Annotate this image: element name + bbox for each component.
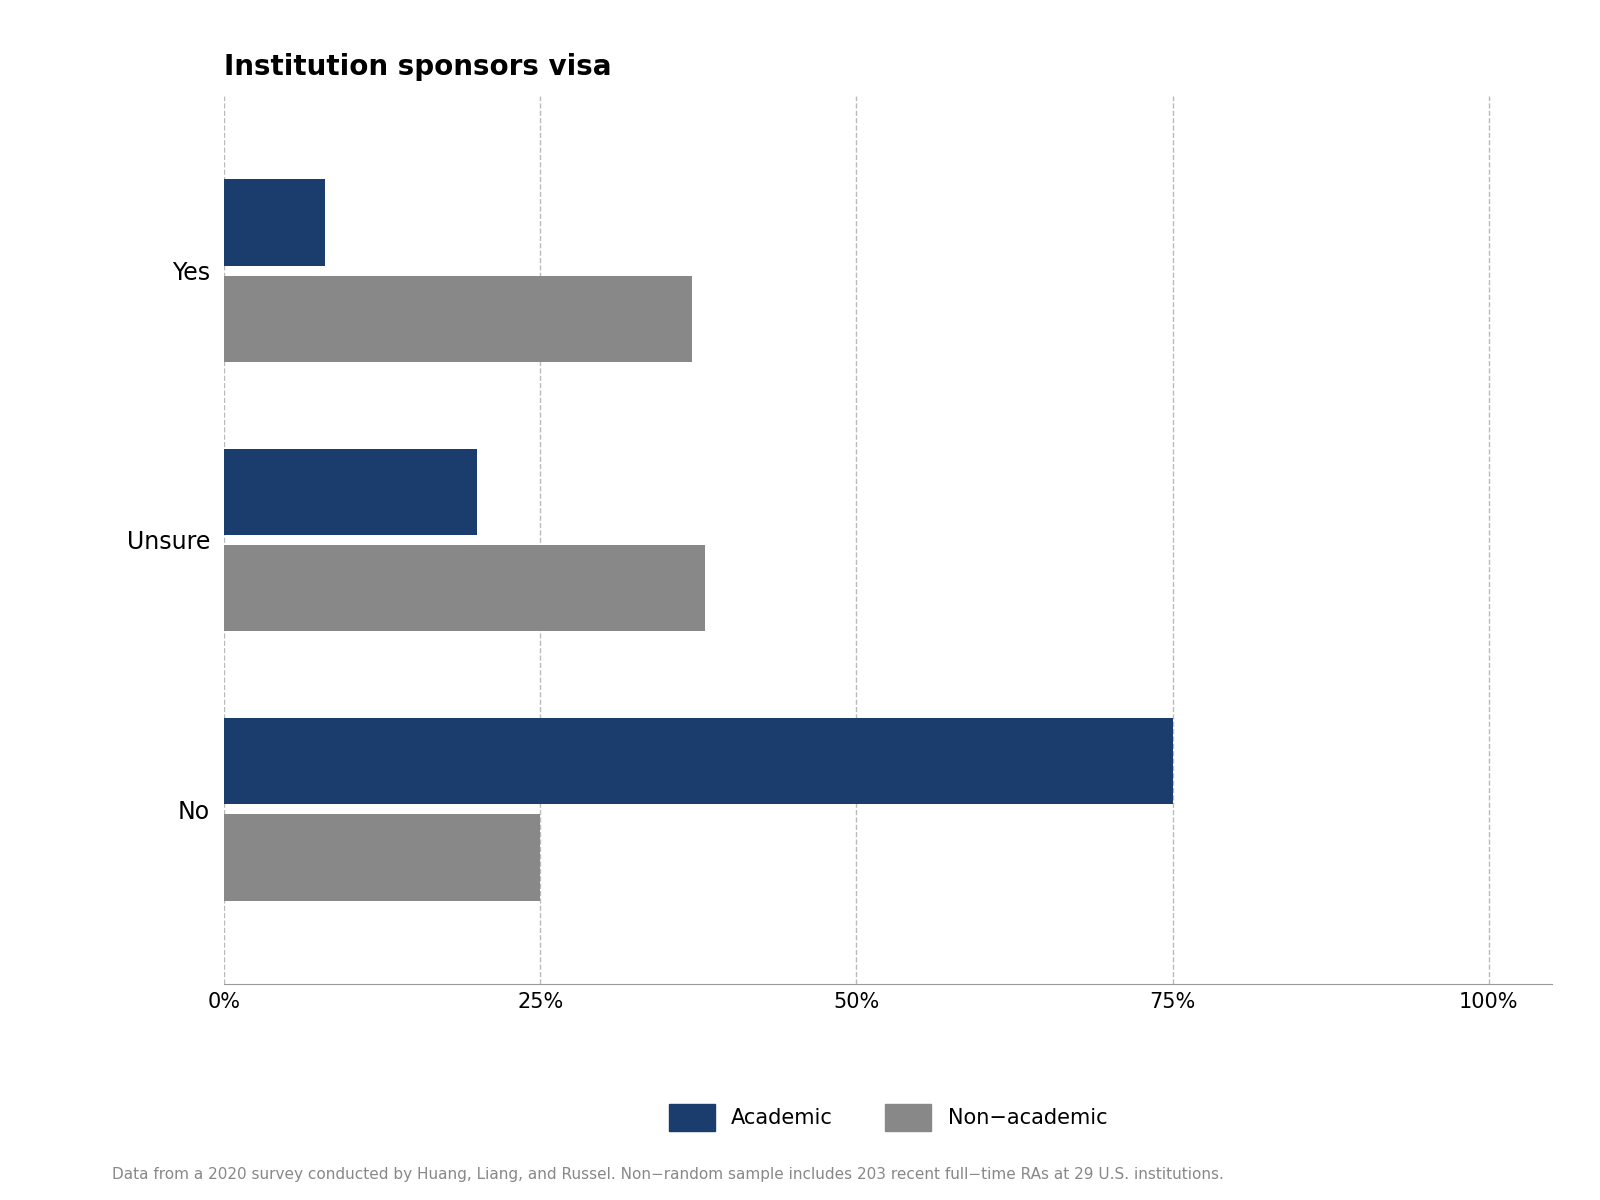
Bar xyxy=(224,545,704,631)
Legend: Academic, Non−academic: Academic, Non−academic xyxy=(648,1084,1128,1152)
Text: Data from a 2020 survey conducted by Huang, Liang, and Russel. Non−random sample: Data from a 2020 survey conducted by Hua… xyxy=(112,1166,1224,1182)
Bar xyxy=(224,718,1173,804)
Bar xyxy=(224,815,541,900)
Bar xyxy=(224,276,691,362)
Bar xyxy=(224,449,477,535)
Bar xyxy=(224,180,325,265)
Text: Institution sponsors visa: Institution sponsors visa xyxy=(224,53,611,82)
